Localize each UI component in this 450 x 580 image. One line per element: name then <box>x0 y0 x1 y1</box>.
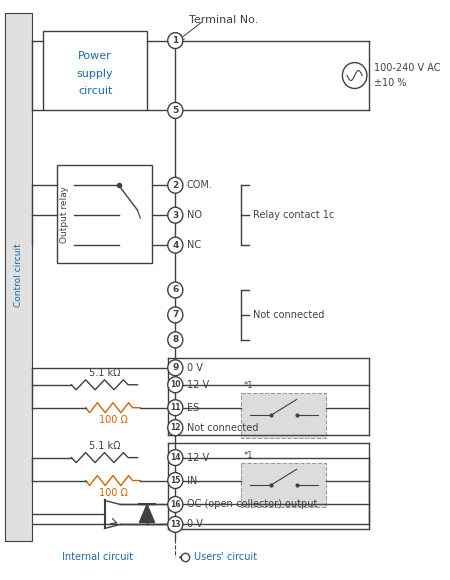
Text: ES: ES <box>187 403 199 413</box>
Circle shape <box>342 63 367 89</box>
Circle shape <box>168 377 183 393</box>
Text: NC: NC <box>187 240 201 250</box>
Text: 15: 15 <box>170 476 180 485</box>
Circle shape <box>168 473 183 488</box>
Polygon shape <box>140 505 154 523</box>
Text: Not connected: Not connected <box>187 423 258 433</box>
Text: Not connected: Not connected <box>253 310 324 320</box>
Text: 100 Ω: 100 Ω <box>99 488 127 498</box>
Text: Users' circuit: Users' circuit <box>194 552 257 563</box>
Text: 12 V: 12 V <box>187 380 209 390</box>
Text: 6: 6 <box>172 285 179 295</box>
Circle shape <box>168 103 183 118</box>
Text: OC (open-collector) output: OC (open-collector) output <box>187 499 317 509</box>
FancyBboxPatch shape <box>57 165 152 263</box>
Text: 5.1 kΩ: 5.1 kΩ <box>89 441 120 451</box>
Circle shape <box>168 237 183 253</box>
Text: Internal circuit: Internal circuit <box>62 552 133 563</box>
Circle shape <box>168 207 183 223</box>
Text: supply: supply <box>77 68 113 78</box>
Circle shape <box>168 360 183 376</box>
Text: 12: 12 <box>170 423 180 432</box>
Text: COM.: COM. <box>187 180 212 190</box>
Text: NO: NO <box>187 210 202 220</box>
FancyBboxPatch shape <box>241 463 326 508</box>
Text: 5.1 kΩ: 5.1 kΩ <box>89 368 120 378</box>
FancyBboxPatch shape <box>241 393 326 438</box>
Text: IN: IN <box>187 476 197 485</box>
Circle shape <box>168 177 183 193</box>
Text: 12 V: 12 V <box>187 452 209 463</box>
Text: 0 V: 0 V <box>187 520 202 530</box>
Text: 13: 13 <box>170 520 180 529</box>
Text: 100-240 V AC: 100-240 V AC <box>374 63 440 72</box>
Text: 14: 14 <box>170 453 180 462</box>
Circle shape <box>168 400 183 416</box>
Circle shape <box>168 496 183 513</box>
Circle shape <box>168 282 183 298</box>
Text: 16: 16 <box>170 500 180 509</box>
Text: 11: 11 <box>170 403 180 412</box>
FancyBboxPatch shape <box>5 13 32 541</box>
Circle shape <box>168 516 183 532</box>
Text: 2: 2 <box>172 181 179 190</box>
Text: 100 Ω: 100 Ω <box>99 415 127 425</box>
Text: 5: 5 <box>172 106 179 115</box>
Text: 3: 3 <box>172 211 179 220</box>
Text: Relay contact 1c: Relay contact 1c <box>253 210 334 220</box>
Text: Output relay: Output relay <box>60 186 69 242</box>
FancyBboxPatch shape <box>43 31 147 110</box>
Text: circuit: circuit <box>78 86 112 96</box>
Text: *1: *1 <box>243 380 253 390</box>
Text: *1: *1 <box>243 451 253 459</box>
Circle shape <box>168 450 183 466</box>
Text: 8: 8 <box>172 335 179 345</box>
Text: ±10 %: ±10 % <box>374 78 406 89</box>
Text: Terminal No.: Terminal No. <box>189 14 259 25</box>
Text: 0 V: 0 V <box>187 363 202 373</box>
Text: 4: 4 <box>172 241 179 249</box>
Text: 9: 9 <box>172 363 179 372</box>
Text: Control circuit: Control circuit <box>14 243 23 307</box>
Text: Power: Power <box>78 50 112 60</box>
Circle shape <box>168 32 183 49</box>
Text: 10: 10 <box>170 380 180 389</box>
Text: 1: 1 <box>172 36 179 45</box>
Circle shape <box>168 420 183 436</box>
Text: 7: 7 <box>172 310 179 320</box>
Circle shape <box>168 307 183 323</box>
Circle shape <box>168 332 183 348</box>
